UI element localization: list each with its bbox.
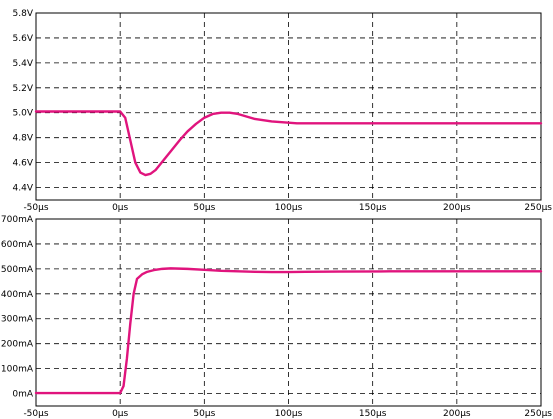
voltage-y-tick-label: 5.2V (13, 84, 34, 94)
voltage-y-tick-label: 5.8V (13, 9, 34, 19)
current-y-tick-label: 200mA (1, 340, 34, 350)
voltage-x-tick-label: 250µs (524, 203, 552, 213)
voltage-y-tick-label: 5.0V (13, 109, 34, 119)
current-y-tick-label: 500mA (1, 265, 34, 275)
voltage-x-tick-label: -50µs (23, 203, 48, 213)
voltage-x-tick-label: 150µs (359, 203, 387, 213)
current-x-tick-label: 50µs (193, 409, 215, 419)
current-y-tick-label: 400mA (1, 290, 34, 300)
voltage-y-tick-label: 4.6V (13, 159, 34, 169)
current-x-tick-label: -50µs (23, 409, 48, 419)
voltage-y-tick-label: 5.4V (13, 59, 34, 69)
voltage-x-tick-label: 200µs (443, 203, 471, 213)
current-plot-frame (35, 218, 542, 407)
voltage-plot-frame (35, 12, 542, 201)
voltage-y-tick-label: 4.8V (13, 134, 34, 144)
current-y-tick-label: 600mA (1, 240, 34, 250)
current-x-tick-label: 0µs (112, 409, 128, 419)
current-y-tick-label: 700mA (1, 215, 34, 225)
current-chart: 0mA 100mA 200mA 300mA 400mA 500mA 600mA 700mA -5… (1, 215, 552, 419)
current-y-tick-label: 100mA (1, 365, 34, 375)
voltage-x-tick-label: 0µs (112, 203, 128, 213)
current-x-tick-label: 250µs (524, 409, 552, 419)
current-x-tick-label: 150µs (359, 409, 387, 419)
voltage-trace (34, 110, 543, 177)
voltage-y-tick-label: 4.4V (13, 184, 34, 194)
current-x-tick-label: 100µs (275, 409, 303, 419)
current-x-tick-label: 200µs (443, 409, 471, 419)
voltage-y-tick-label: 5.6V (13, 34, 34, 44)
current-y-tick-label: 300mA (1, 315, 34, 325)
voltage-x-tick-label: 50µs (193, 203, 215, 213)
voltage-x-tick-label: 100µs (275, 203, 303, 213)
voltage-chart: 4.4V 4.6V 4.8V 5.0V 5.2V 5.4V 5.6V 5.8V -50µs 0µs… (13, 9, 553, 213)
current-trace (34, 267, 543, 395)
current-y-tick-label: 0mA (12, 390, 33, 400)
